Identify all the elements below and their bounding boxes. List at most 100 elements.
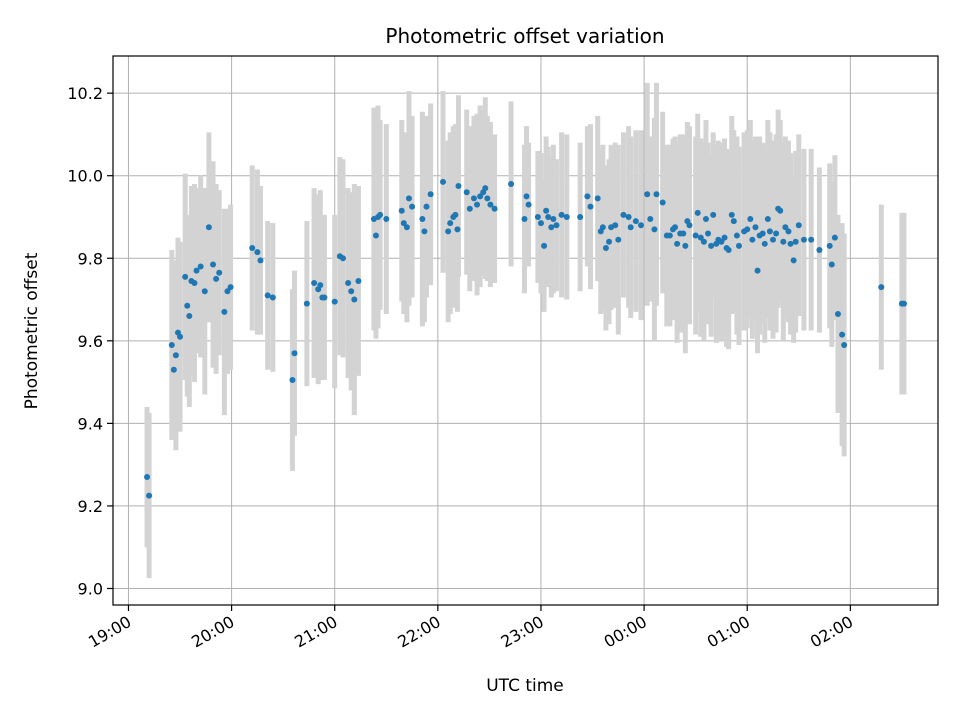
data-point: [792, 238, 799, 245]
data-point: [627, 224, 634, 231]
data-point: [839, 331, 846, 338]
data-point: [210, 261, 217, 268]
data-point: [770, 236, 776, 243]
data-point: [705, 230, 712, 237]
data-point: [508, 180, 515, 187]
data-point: [625, 213, 632, 220]
data-point: [182, 273, 189, 280]
data-point: [445, 228, 452, 235]
y-tick-label: 9.2: [78, 497, 103, 516]
y-tick-label: 10.2: [67, 84, 103, 103]
data-point: [269, 294, 276, 301]
data-point: [577, 213, 584, 220]
data-point: [686, 222, 693, 229]
data-point: [587, 203, 594, 210]
data-point: [780, 238, 787, 245]
data-point: [355, 277, 362, 284]
data-point: [170, 366, 177, 373]
data-point: [351, 296, 358, 303]
data-point: [224, 288, 231, 295]
data-point: [521, 216, 528, 223]
data-point: [321, 294, 328, 301]
data-point: [831, 234, 838, 241]
data-point: [545, 213, 552, 220]
data-point: [474, 201, 481, 208]
data-point: [463, 189, 470, 196]
data-point: [692, 232, 699, 239]
data-point: [221, 308, 228, 315]
data-point: [201, 288, 208, 295]
data-point: [213, 275, 220, 282]
data-point: [454, 226, 461, 233]
data-point: [186, 313, 193, 320]
data-point: [725, 247, 732, 254]
y-tick-label: 9.4: [78, 414, 103, 433]
data-point: [447, 220, 454, 227]
data-point: [339, 255, 346, 262]
data-point: [620, 211, 627, 218]
data-point: [680, 230, 687, 237]
data-point: [452, 211, 459, 218]
data-point: [423, 203, 430, 210]
data-point: [427, 191, 434, 198]
data-point: [419, 216, 426, 223]
data-point: [764, 216, 771, 223]
data-point: [782, 224, 789, 231]
data-point: [777, 207, 784, 214]
data-point: [666, 232, 673, 239]
data-point: [612, 222, 619, 229]
data-point: [403, 224, 410, 231]
data-point: [721, 234, 728, 241]
data-point: [718, 238, 725, 245]
data-point: [828, 261, 835, 268]
data-point: [216, 269, 223, 276]
data-point: [487, 201, 494, 208]
data-point: [398, 207, 405, 214]
data-point: [345, 280, 352, 287]
data-point: [785, 228, 792, 235]
data-point: [584, 193, 591, 200]
data-point: [254, 249, 261, 256]
data-point: [543, 207, 550, 214]
x-axis-title: UTC time: [486, 676, 564, 696]
data-point: [168, 341, 175, 348]
data-point: [754, 267, 761, 274]
data-point: [146, 492, 153, 499]
y-tick-label: 9.6: [78, 332, 103, 351]
data-point: [599, 224, 606, 231]
data-point: [647, 216, 654, 223]
data-point: [523, 193, 530, 200]
data-point: [470, 195, 477, 202]
data-point: [708, 242, 715, 249]
data-point: [651, 226, 658, 233]
data-point: [606, 238, 613, 245]
data-point: [761, 240, 768, 247]
data-point: [682, 242, 689, 249]
data-point: [317, 282, 324, 289]
data-point: [694, 209, 701, 216]
y-axis: 9.0 9.2 9.4 9.6 9.8 10.0 10.2: [67, 84, 113, 598]
data-point: [405, 195, 412, 202]
data-point: [659, 199, 666, 206]
data-point: [264, 292, 271, 299]
data-point: [674, 240, 681, 247]
data-point: [409, 203, 416, 210]
y-axis-title: Photometric offset: [22, 252, 42, 409]
data-point: [193, 267, 200, 274]
data-point: [826, 242, 833, 249]
data-point: [702, 216, 709, 223]
data-point: [534, 213, 541, 220]
data-point: [747, 216, 754, 223]
data-point: [638, 222, 644, 229]
data-point: [205, 224, 212, 231]
data-point: [733, 232, 740, 239]
chart-title: Photometric offset variation: [385, 24, 664, 48]
y-tick-label: 9.0: [78, 579, 103, 598]
data-point: [700, 238, 707, 245]
data-point: [632, 218, 639, 225]
data-point: [558, 211, 565, 218]
data-point: [841, 341, 848, 348]
data-point: [766, 228, 773, 235]
data-point: [348, 288, 355, 295]
data-point: [466, 205, 473, 212]
